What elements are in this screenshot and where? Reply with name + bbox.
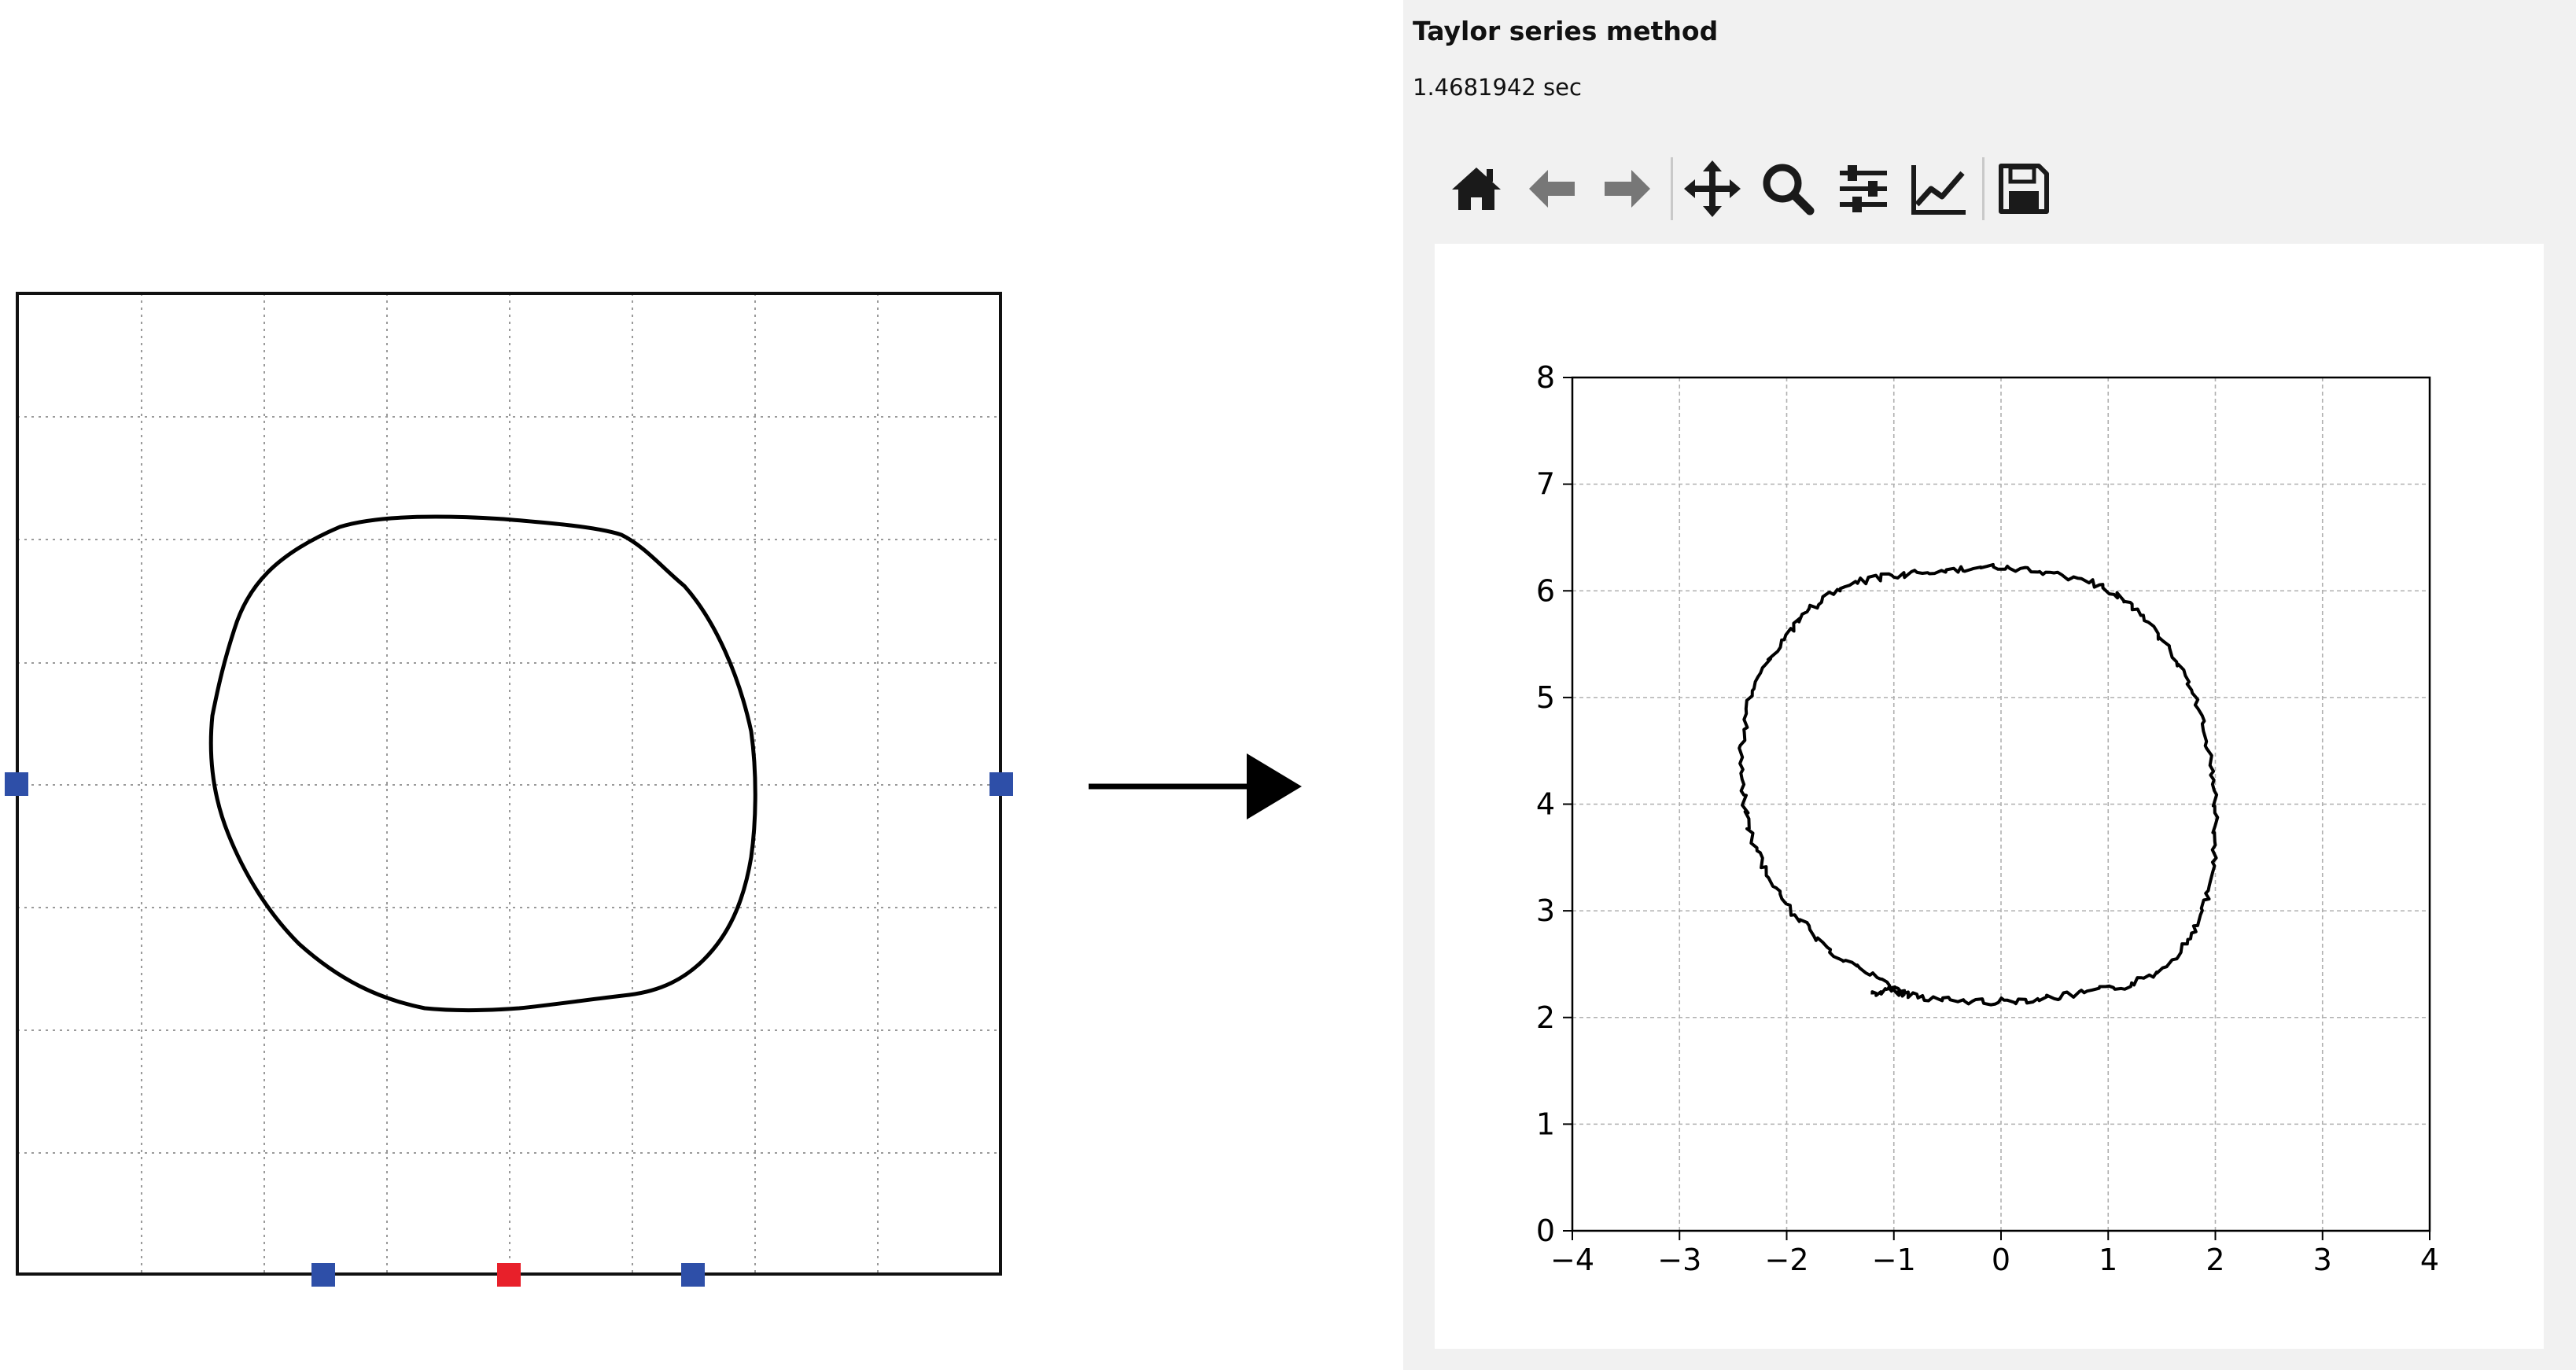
arrow-right-icon [1605,170,1650,208]
y-tick-label: 2 [1536,1000,1555,1035]
search-icon [1763,164,1815,215]
floppy-disk-icon [1999,164,2049,214]
toolbar-separator [1982,157,1985,220]
x-tick-label: −1 [1872,1243,1916,1277]
drawing-canvas[interactable] [0,0,1023,1370]
control-point-handle-active[interactable] [497,1263,521,1287]
x-tick-label: −3 [1657,1243,1701,1277]
line-chart-icon [1911,165,1966,215]
x-tick-label: 0 [1992,1243,2010,1277]
x-tick-label: 3 [2313,1243,2332,1277]
y-tick-label: 3 [1536,893,1555,928]
y-tick-label: 4 [1536,787,1555,822]
ticks: −4 −3 −2 −1 0 1 2 3 4 0 1 2 3 4 5 6 7 8 [1536,360,2439,1277]
y-tick-label: 8 [1536,360,1555,395]
pan-button[interactable] [1679,149,1746,228]
series-layer [1738,562,2220,1007]
elapsed-time: 1.4681942 sec [1413,74,1582,101]
home-icon [1452,168,1501,210]
save-button[interactable] [1990,149,2058,228]
back-button[interactable] [1518,149,1586,228]
control-points [5,772,1013,1287]
plot-canvas[interactable]: −4 −3 −2 −1 0 1 2 3 4 0 1 2 3 4 5 6 7 8 [1435,244,2544,1349]
edit-axes-button[interactable] [1905,149,1973,228]
y-tick-label: 7 [1536,467,1555,502]
configure-subplots-button[interactable] [1830,149,1897,228]
control-point-handle[interactable] [311,1263,335,1287]
x-tick-label: 4 [2420,1243,2439,1277]
x-tick-label: 2 [2206,1243,2224,1277]
y-tick-label: 1 [1536,1107,1555,1141]
x-tick-label: −4 [1550,1243,1594,1277]
chart: −4 −3 −2 −1 0 1 2 3 4 0 1 2 3 4 5 6 7 8 [1536,360,2439,1277]
control-point-handle[interactable] [681,1263,705,1287]
grid [1572,377,2430,1232]
y-tick-label: 6 [1536,573,1555,608]
x-tick-label: −2 [1764,1243,1808,1277]
window-title: Taylor series method [1413,16,1719,46]
hand-drawn-curve [208,514,757,1013]
toolbar-separator [1671,157,1673,220]
series-line [1738,562,2220,1007]
forward-button[interactable] [1594,149,1661,228]
control-point-handle[interactable] [989,772,1013,796]
sliders-icon [1840,165,1887,212]
arrow-left-icon [1529,170,1575,208]
navigation-toolbar [1443,149,2229,228]
arrow-right-icon [1089,753,1302,819]
drawing-grid [17,293,1001,1274]
move-icon [1684,160,1741,217]
control-point-handle[interactable] [5,772,28,796]
y-tick-label: 0 [1536,1213,1555,1248]
zoom-button[interactable] [1754,149,1822,228]
home-button[interactable] [1443,149,1510,228]
y-tick-label: 5 [1536,680,1555,715]
x-tick-label: 1 [2099,1243,2117,1277]
plot-window: Taylor series method 1.4681942 sec [1403,0,2576,1370]
